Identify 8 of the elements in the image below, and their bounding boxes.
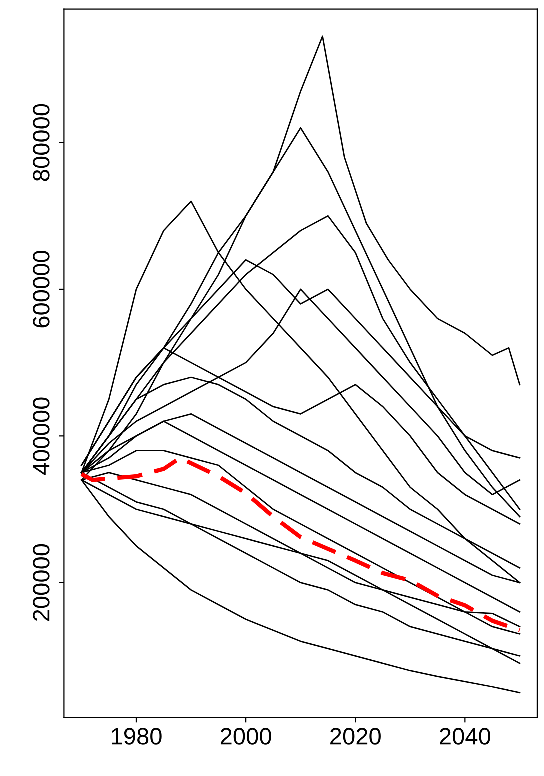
x-tick-label: 2040: [440, 728, 491, 745]
y-tick-label: 800000: [33, 104, 50, 182]
x-tick-label: 2000: [220, 728, 272, 745]
x-tick-label: 2020: [330, 728, 381, 745]
y-tick-label: 400000: [33, 398, 50, 476]
y-tick-label: 200000: [33, 544, 50, 622]
x-tick-label: 1980: [112, 728, 162, 745]
y-tick-label: 600000: [33, 251, 50, 328]
